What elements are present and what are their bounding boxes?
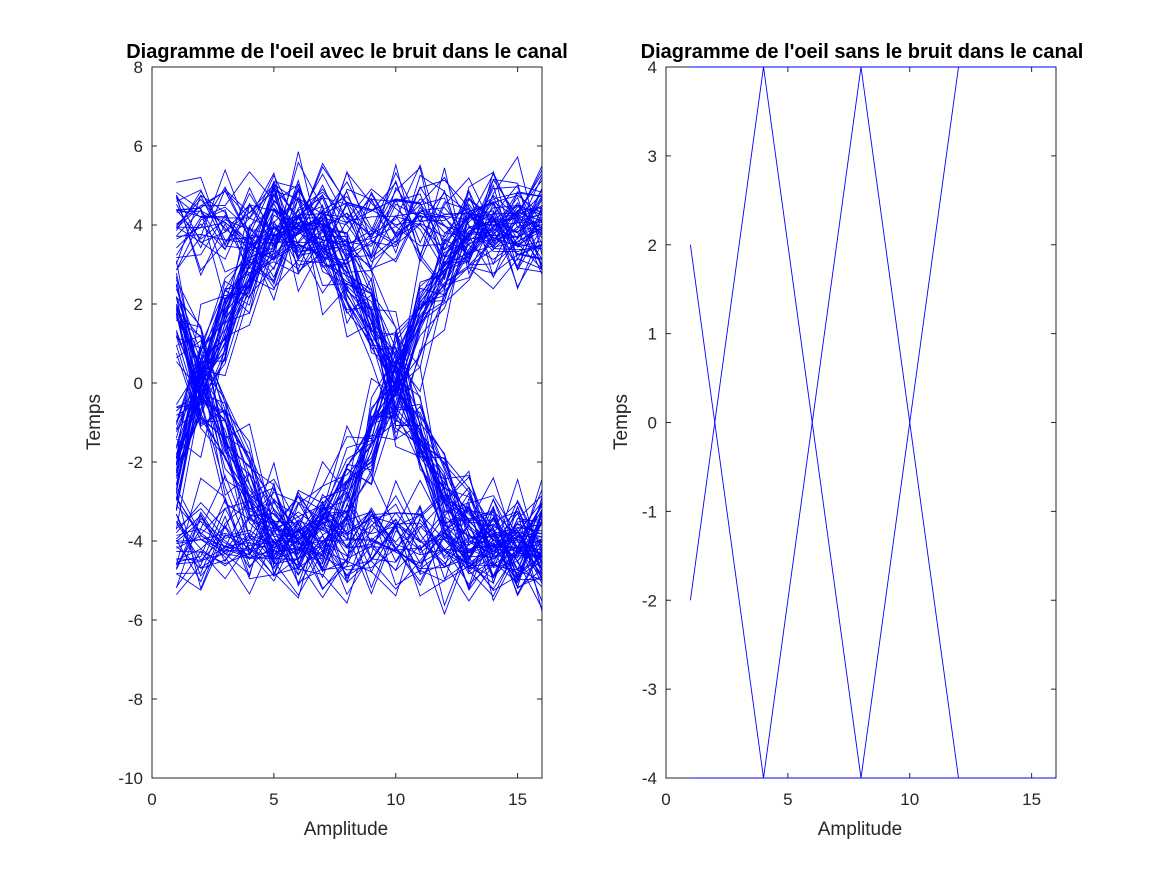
x-tick-label: 10 — [386, 790, 405, 809]
y-tick-label: -6 — [128, 611, 143, 630]
y-tick-label: -8 — [128, 690, 143, 709]
eye-trace — [176, 171, 542, 275]
y-tick-label: 2 — [134, 295, 143, 314]
eye-trace — [175, 305, 542, 597]
y-tick-label: -10 — [118, 769, 143, 788]
series-line — [690, 66, 1056, 779]
eye-trace — [175, 190, 542, 449]
y-tick-label: -4 — [128, 532, 143, 551]
y-tick-label: -1 — [642, 502, 657, 521]
y-tick-label: -4 — [642, 769, 657, 788]
eye-trace — [176, 188, 542, 559]
eye-trace — [176, 319, 542, 602]
axes-box — [151, 66, 543, 779]
eye-trace — [175, 288, 542, 616]
eye-trace — [176, 495, 542, 591]
eye-trace — [175, 308, 542, 583]
eye-trace — [176, 227, 542, 553]
eye-trace — [176, 163, 542, 251]
x-tick-label: 15 — [1022, 790, 1041, 809]
chart-without-noise-title: Diagramme de l'oeil sans le bruit dans l… — [641, 41, 1084, 63]
eye-trace — [176, 174, 542, 582]
x-tick-label: 5 — [783, 790, 792, 809]
y-tick-label: 3 — [648, 147, 657, 166]
chart-with-noise: Diagramme de l'oeil avec le bruit dans l… — [84, 41, 568, 840]
eye-trace — [176, 186, 542, 591]
eye-trace — [176, 214, 542, 569]
y-tick-label: -2 — [642, 591, 657, 610]
y-tick-label: 8 — [134, 58, 143, 77]
x-tick-label: 5 — [269, 790, 278, 809]
chart-with-noise-ylabel: Temps — [84, 394, 105, 450]
y-tick-label: 0 — [134, 374, 143, 393]
eye-trace — [175, 461, 542, 569]
eye-trace — [175, 205, 542, 560]
x-tick-label: 0 — [661, 790, 670, 809]
chart-with-noise-plot: 0 5 10 15 -10 -8 -6 -4 -2 0 2 4 6 8 — [118, 58, 543, 809]
x-tick-label: 15 — [508, 790, 527, 809]
eye-trace — [175, 209, 542, 591]
eye-trace — [176, 509, 542, 590]
y-tick-label: 4 — [134, 216, 143, 235]
eye-trace — [175, 260, 542, 599]
eye-traces — [175, 151, 542, 616]
eye-trace — [176, 171, 542, 553]
eye-trace — [175, 169, 542, 577]
eye-trace — [176, 334, 542, 602]
chart-without-noise-xlabel: Amplitude — [818, 819, 903, 840]
eye-trace — [176, 184, 542, 583]
chart-without-noise: Diagramme de l'oeil sans le bruit dans l… — [611, 41, 1083, 840]
y-tick-label: -3 — [642, 680, 657, 699]
y-tick-label: 6 — [134, 137, 143, 156]
x-tick-label: 0 — [147, 790, 156, 809]
chart-with-noise-title: Diagramme de l'oeil avec le bruit dans l… — [126, 41, 568, 63]
eye-trace — [176, 155, 542, 553]
series-line — [690, 66, 1056, 779]
eye-trace — [175, 498, 542, 607]
y-tick-label: 4 — [648, 58, 657, 77]
eye-trace — [176, 180, 542, 271]
eye-trace — [175, 173, 542, 277]
y-tick-label: 2 — [648, 236, 657, 255]
eye-trace — [176, 189, 542, 573]
eye-trace — [176, 192, 542, 577]
x-tick-label: 10 — [900, 790, 919, 809]
eye-trace — [175, 174, 542, 266]
y-tick-label: 0 — [648, 414, 657, 433]
eye-trace — [175, 196, 542, 572]
eye-trace — [175, 165, 542, 569]
chart-without-noise-ylabel: Temps — [611, 394, 632, 450]
eye-trace — [175, 181, 542, 466]
eye-trace — [176, 500, 542, 579]
eye-trace — [175, 162, 542, 479]
eye-trace — [176, 199, 542, 553]
y-tick-label: -2 — [128, 453, 143, 472]
eye-trace — [176, 191, 542, 580]
eye-trace — [175, 220, 542, 556]
eye-trace — [175, 218, 542, 576]
chart-with-noise-xlabel: Amplitude — [304, 819, 389, 840]
eye-traces — [689, 66, 1056, 779]
eye-trace — [175, 317, 542, 581]
y-tick-label: 1 — [648, 325, 657, 344]
eye-trace — [176, 503, 542, 590]
chart-without-noise-plot: 0 5 10 15 -4 -3 -2 -1 0 1 2 3 4 — [642, 58, 1057, 809]
eye-trace — [176, 181, 542, 270]
